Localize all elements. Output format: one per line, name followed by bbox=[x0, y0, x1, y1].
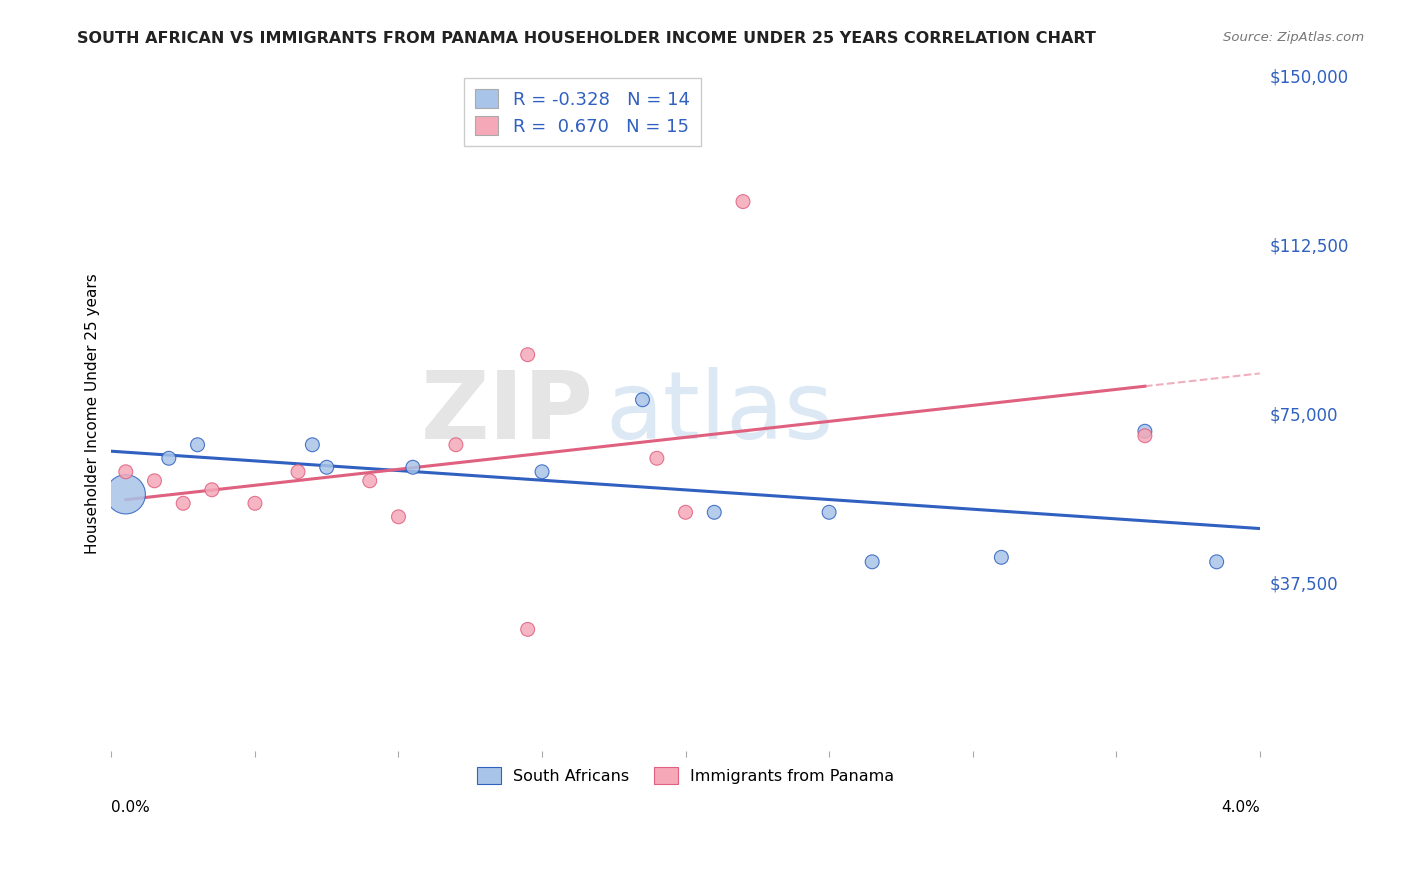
Text: atlas: atlas bbox=[605, 368, 834, 459]
Point bbox=[645, 451, 668, 466]
Point bbox=[387, 509, 409, 524]
Point bbox=[444, 438, 467, 452]
Point bbox=[143, 474, 166, 488]
Point bbox=[860, 555, 883, 569]
Point bbox=[114, 487, 136, 501]
Point bbox=[818, 505, 841, 519]
Point bbox=[114, 465, 136, 479]
Point bbox=[287, 465, 309, 479]
Point bbox=[1133, 424, 1156, 438]
Point bbox=[301, 438, 323, 452]
Point bbox=[186, 438, 208, 452]
Text: SOUTH AFRICAN VS IMMIGRANTS FROM PANAMA HOUSEHOLDER INCOME UNDER 25 YEARS CORREL: SOUTH AFRICAN VS IMMIGRANTS FROM PANAMA … bbox=[77, 31, 1097, 46]
Point bbox=[315, 460, 337, 475]
Point bbox=[516, 623, 538, 637]
Point bbox=[359, 474, 381, 488]
Point bbox=[1205, 555, 1227, 569]
Point bbox=[157, 451, 180, 466]
Point bbox=[516, 348, 538, 362]
Point bbox=[402, 460, 425, 475]
Text: 4.0%: 4.0% bbox=[1220, 799, 1260, 814]
Point bbox=[631, 392, 654, 407]
Point bbox=[243, 496, 266, 510]
Point bbox=[675, 505, 697, 519]
Legend: R = -0.328   N = 14, R =  0.670   N = 15: R = -0.328 N = 14, R = 0.670 N = 15 bbox=[464, 78, 700, 146]
Point bbox=[531, 465, 554, 479]
Text: Source: ZipAtlas.com: Source: ZipAtlas.com bbox=[1223, 31, 1364, 45]
Text: ZIP: ZIP bbox=[420, 368, 593, 459]
Point bbox=[990, 550, 1012, 565]
Point bbox=[172, 496, 194, 510]
Point bbox=[703, 505, 725, 519]
Y-axis label: Householder Income Under 25 years: Householder Income Under 25 years bbox=[86, 273, 100, 554]
Point bbox=[1133, 429, 1156, 443]
Text: 0.0%: 0.0% bbox=[111, 799, 150, 814]
Point bbox=[201, 483, 224, 497]
Point bbox=[731, 194, 754, 209]
